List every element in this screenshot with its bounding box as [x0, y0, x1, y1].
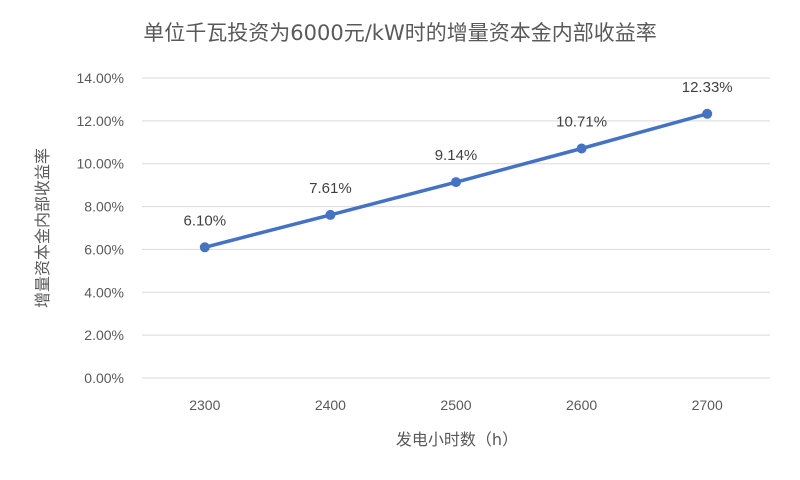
- data-label: 9.14%: [435, 147, 478, 164]
- data-label: 12.33%: [682, 79, 733, 96]
- x-tick-label: 2700: [692, 397, 723, 413]
- gridlines: [142, 77, 770, 379]
- x-tick-label: 2500: [440, 397, 471, 413]
- y-axis-ticks: 0.00% 2.00% 4.00% 6.00% 8.00% 10.00% 12.00% 14.…: [77, 70, 124, 386]
- y-tick-label: 8.00%: [84, 199, 124, 215]
- x-axis-ticks: 2300 2400 2500 2600 2700: [189, 397, 723, 413]
- y-tick-label: 0.00%: [84, 370, 124, 386]
- y-tick-label: 12.00%: [77, 113, 124, 129]
- y-tick-label: 10.00%: [77, 156, 124, 172]
- y-tick-label: 6.00%: [84, 241, 124, 257]
- chart-title: 单位千瓦投资为6000元/kW时的增量资本金内部收益率: [143, 21, 656, 45]
- data-point: [325, 209, 336, 220]
- data-point: [702, 108, 713, 119]
- data-label: 7.61%: [309, 180, 352, 197]
- x-axis-label: 发电小时数（h）: [396, 430, 518, 449]
- data-labels: 6.10% 7.61% 9.14% 10.71% 12.33%: [184, 79, 733, 230]
- y-tick-label: 4.00%: [84, 284, 124, 300]
- y-tick-label: 14.00%: [77, 70, 124, 86]
- data-point: [576, 143, 587, 154]
- y-axis-label: 增量资本金内部收益率: [33, 148, 52, 308]
- y-tick-label: 2.00%: [84, 327, 124, 343]
- x-tick-label: 2300: [189, 397, 220, 413]
- x-tick-label: 2400: [315, 397, 346, 413]
- series-layer: [199, 108, 713, 253]
- x-tick-label: 2600: [566, 397, 597, 413]
- data-point: [451, 177, 461, 188]
- data-point: [199, 242, 210, 253]
- data-label: 6.10%: [184, 212, 227, 229]
- data-label: 10.71%: [556, 114, 607, 131]
